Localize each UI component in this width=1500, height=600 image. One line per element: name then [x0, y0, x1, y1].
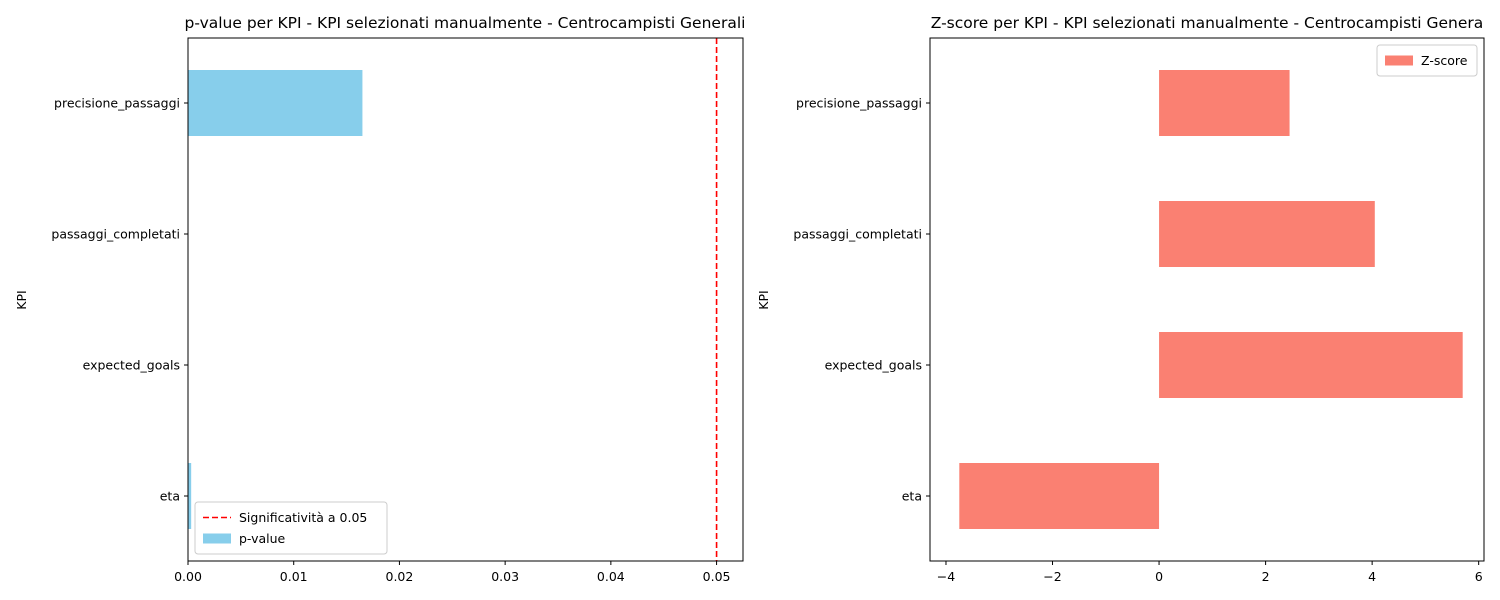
- zscore-xtick-label: 4: [1368, 569, 1376, 584]
- zscore-xtick-label: 0: [1155, 569, 1163, 584]
- zscore-xtick-label: 6: [1475, 569, 1483, 584]
- pvalue-plot-frame: [187, 37, 744, 562]
- pvalue-y-axis-label: KPI: [14, 290, 29, 309]
- pvalue-ytick-label-precisione_passaggi: precisione_passaggi: [54, 96, 180, 111]
- pvalue-bar-eta: [188, 463, 192, 529]
- zscore-legend-label: Z-score: [1421, 53, 1468, 68]
- pvalue-legend-label: Significatività a 0.05: [239, 510, 367, 525]
- zscore-plot-frame: [929, 37, 1485, 562]
- pvalue-xtick-label: 0.03: [491, 569, 519, 584]
- zscore-y-axis-label: KPI: [756, 290, 771, 309]
- pvalue-chart-panel: p-value per KPI - KPI selezionati manual…: [14, 14, 745, 584]
- pvalue-xtick-label: 0.05: [703, 569, 731, 584]
- zscore-bar-passaggi_completati: [1159, 201, 1375, 267]
- zscore-xtick-label: −2: [1043, 569, 1061, 584]
- zscore-bar-expected_goals: [1159, 332, 1463, 398]
- zscore-bar-precisione_passaggi: [1159, 70, 1290, 136]
- pvalue-xtick-label: 0.02: [386, 569, 414, 584]
- zscore-xtick-label: 2: [1262, 569, 1270, 584]
- pvalue-bar-precisione_passaggi: [188, 70, 363, 136]
- pvalue-xtick-label: 0.04: [597, 569, 625, 584]
- zscore-bar-eta: [959, 463, 1160, 529]
- pvalue-xtick-label: 0.01: [280, 569, 308, 584]
- pvalue-legend-label: p-value: [239, 531, 286, 546]
- pvalue-legend-patch-swatch: [203, 533, 231, 544]
- zscore-legend: Z-score: [1376, 44, 1478, 77]
- pvalue-legend: Significatività a 0.05 p-value: [194, 501, 388, 555]
- pvalue-ytick-label-expected_goals: expected_goals: [83, 358, 180, 373]
- zscore-ytick-label-eta: eta: [902, 489, 922, 504]
- pvalue-ytick-label-passaggi_completati: passaggi_completati: [51, 227, 180, 242]
- zscore-chart-panel: Z-score per KPI - KPI selezionati manual…: [756, 14, 1485, 584]
- zscore-xtick-label: −4: [937, 569, 955, 584]
- zscore-legend-box: [1376, 44, 1478, 77]
- pvalue-xtick-label: 0.00: [174, 569, 202, 584]
- zscore-ytick-label-passaggi_completati: passaggi_completati: [793, 227, 922, 242]
- zscore-ytick-label-precisione_passaggi: precisione_passaggi: [796, 96, 922, 111]
- zscore-chart-title: Z-score per KPI - KPI selezionati manual…: [931, 14, 1484, 32]
- pvalue-chart-title: p-value per KPI - KPI selezionati manual…: [185, 14, 746, 32]
- zscore-ytick-label-expected_goals: expected_goals: [825, 358, 922, 373]
- zscore-legend-patch-swatch: [1385, 55, 1413, 66]
- pvalue-ytick-label-eta: eta: [160, 489, 180, 504]
- pvalue-legend-box: [194, 501, 388, 555]
